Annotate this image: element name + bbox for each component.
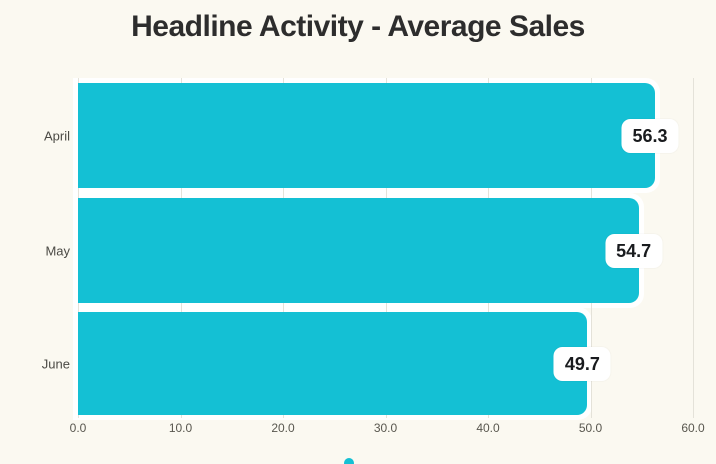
value-badge-june: 49.7 xyxy=(553,346,611,381)
category-label-may: May xyxy=(45,243,70,258)
x-tick-label-50.0: 50.0 xyxy=(578,421,603,435)
value-badge-may: 54.7 xyxy=(605,233,663,268)
category-label-june: June xyxy=(41,356,70,371)
x-tick-label-40.0: 40.0 xyxy=(476,421,500,435)
x-tick-label-20.0: 20.0 xyxy=(271,421,295,435)
brand-dot-icon xyxy=(344,458,354,464)
chart-title: Headline Activity - Average Sales xyxy=(131,10,585,43)
bar-april[interactable] xyxy=(78,83,656,188)
category-label-april: April xyxy=(43,128,70,143)
bar-june[interactable] xyxy=(78,312,588,415)
x-tick-label-30.0: 30.0 xyxy=(373,421,398,435)
x-tick-label-10.0: 10.0 xyxy=(168,421,193,435)
value-badge-april: 56.3 xyxy=(621,118,679,153)
x-tick-label-0.0: 0.0 xyxy=(69,421,87,435)
gridline-60.0 xyxy=(693,78,694,418)
bar-may[interactable] xyxy=(78,198,639,303)
x-tick-label-60.0: 60.0 xyxy=(681,421,705,435)
